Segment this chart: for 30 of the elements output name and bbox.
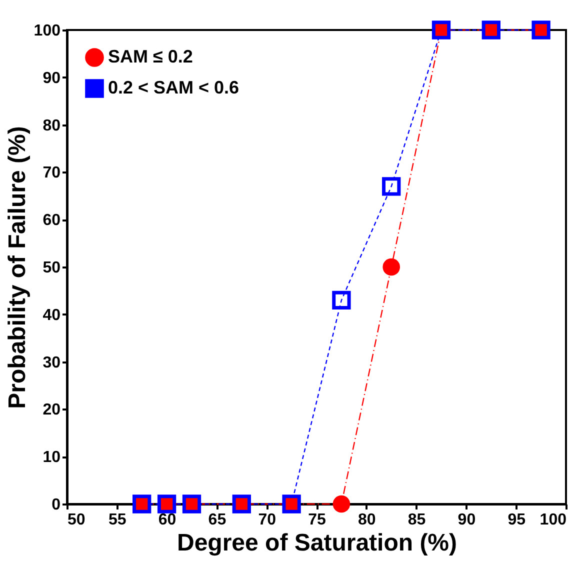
x-tick-label: 80 (358, 512, 376, 528)
x-tick-label: 100 (540, 512, 567, 528)
x-tick-label: 50 (68, 512, 86, 528)
x-tick-label: 85 (408, 512, 426, 528)
y-tick-label: 90 (42, 70, 61, 87)
point (332, 290, 351, 310)
point (382, 258, 400, 276)
x-tick-label: 65 (208, 512, 226, 528)
y-tick-label: 0 (52, 496, 61, 514)
y-tick-label: 100 (34, 22, 61, 40)
y-tick-label: 10 (42, 449, 61, 466)
x-tick-label: 75 (308, 512, 326, 528)
y-axis-title: Probability of Failure (%) (4, 126, 31, 409)
y-tick-label: 20 (42, 402, 61, 419)
x-tick-label: 90 (458, 512, 476, 528)
y-tick-label: 80 (42, 117, 61, 134)
y-tick-label: 50 (42, 260, 61, 276)
x-axis-title: Degree of Saturation (%) (176, 530, 458, 556)
x-tick-label: 60 (158, 512, 176, 528)
y-tick-label: 30 (42, 354, 61, 372)
point (332, 495, 350, 513)
x-tick-label: 70 (258, 512, 276, 528)
legend-label: SAM ≤ 0.2 (108, 46, 193, 66)
y-tick-label: 60 (42, 212, 61, 230)
legend-label: 0.2 < SAM < 0.6 (108, 78, 240, 98)
y-tick-label: 70 (42, 164, 61, 182)
y-tick-label: 40 (42, 306, 61, 324)
x-tick-label: 55 (108, 512, 126, 528)
x-tick-label: 95 (508, 512, 526, 528)
point (382, 177, 401, 196)
